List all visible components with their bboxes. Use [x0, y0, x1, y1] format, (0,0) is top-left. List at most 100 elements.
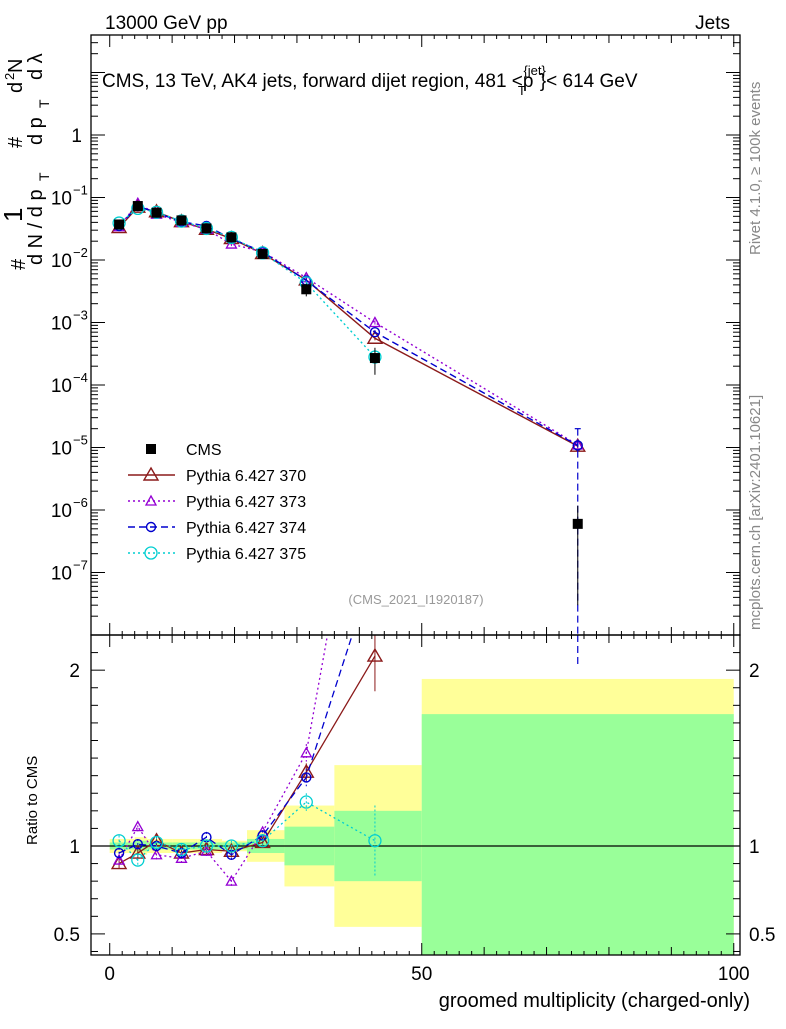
legend-marker	[142, 466, 160, 481]
y-tick-exponent: −1	[73, 183, 88, 198]
uncertainty-bands	[109, 678, 734, 955]
y-tick-label: 10	[51, 376, 72, 397]
svg-text:T: T	[36, 172, 52, 181]
legend-label: Pythia 6.427 373	[186, 494, 306, 511]
ratio-point	[131, 820, 144, 832]
plot-title-sup: {jet}	[523, 63, 546, 78]
ratio-point	[255, 834, 270, 848]
series-point	[369, 326, 381, 338]
ratio-point	[132, 839, 144, 850]
y-tick-label: 10	[51, 501, 72, 522]
legend: CMS Pythia 6.427 370 Pythia 6.427 373 Pythi…	[128, 442, 306, 563]
ratio-point	[224, 839, 239, 853]
svg-text:d p: d p	[25, 117, 47, 145]
band-group	[109, 678, 734, 955]
ratio-line	[118, 801, 376, 861]
x-tick-label: 50	[411, 964, 432, 985]
plot-title-tail: }< 614 GeV	[540, 71, 638, 92]
series-line	[118, 206, 579, 447]
ratio-tick-label-right: 0.5	[749, 925, 775, 946]
series-point	[366, 329, 384, 344]
series-point	[149, 205, 164, 219]
y-tick-label: 10	[51, 314, 72, 335]
series-line	[118, 207, 376, 358]
x-axis-label: groomed multiplicity (charged-only)	[439, 990, 750, 1012]
series-point	[199, 221, 214, 236]
ratio-series-group	[110, 560, 579, 887]
svg-text:d N / d p: d N / d p	[25, 189, 47, 265]
data-point	[301, 284, 312, 295]
plot-title-sub: T	[518, 83, 526, 98]
data-point	[132, 201, 143, 212]
ratio-point	[300, 746, 313, 758]
svg-text:2: 2	[2, 73, 17, 80]
mcplots-label: mcplots.cern.ch [arXiv:2401.10621]	[747, 395, 764, 630]
ratio-point	[150, 848, 163, 860]
legend-marker-cms	[146, 444, 156, 454]
data-point	[572, 518, 583, 529]
svg-text:1: 1	[0, 208, 28, 222]
ratio-point	[299, 795, 313, 809]
header-category: Jets	[695, 13, 730, 34]
svg-text:d: d	[5, 82, 27, 93]
data-point	[226, 232, 237, 243]
ratio-tick-label-right: 1	[749, 837, 760, 858]
ratio-point	[129, 844, 147, 859]
analysis-label: (CMS_2021_I1920187)	[348, 592, 483, 607]
ratio-tick-label: 0.5	[54, 925, 80, 946]
legend-label: Pythia 6.427 370	[186, 468, 306, 485]
series-point	[224, 230, 239, 245]
series-line	[118, 202, 579, 446]
ratio-tick-label-right: 2	[749, 661, 760, 682]
main-series-group	[110, 196, 586, 635]
header-energy: 13000 GeV pp	[105, 13, 228, 34]
y-tick-exponent: −7	[73, 558, 88, 573]
axis-ticks	[91, 35, 740, 955]
series-point	[368, 316, 382, 328]
y-tick-label: 1	[71, 126, 82, 147]
ratio-point	[199, 839, 214, 853]
y-tick-label: 10	[51, 251, 72, 272]
data-point	[176, 215, 187, 226]
axes-frame	[90, 34, 741, 956]
x-tick-label: 0	[104, 964, 115, 985]
ratio-frame	[90, 634, 741, 956]
series-line	[118, 205, 579, 447]
data-point	[257, 248, 268, 259]
y-tick-label: 10	[51, 564, 72, 585]
ratio-point	[301, 772, 312, 783]
legend-label: Pythia 6.427 374	[186, 520, 306, 537]
data-point	[114, 219, 125, 230]
y-tick-label: 10	[51, 439, 72, 460]
y-tick-exponent: −5	[73, 433, 88, 448]
ratio-point	[131, 853, 145, 867]
y-tick-exponent: −3	[73, 308, 88, 323]
rivet-version-label: Rivet 4.1.0, ≥ 100k events	[747, 82, 764, 255]
ratio-point	[370, 560, 379, 569]
x-tick-label: 100	[718, 964, 750, 985]
ratio-tick-label: 1	[69, 837, 80, 858]
ratio-point	[174, 842, 189, 857]
ratio-point	[112, 853, 126, 865]
ratio-tick-label: 2	[69, 661, 80, 682]
svg-text:#: #	[8, 258, 30, 270]
plot-title-main: CMS, 13 TeV, AK4 jets, forward dijet reg…	[102, 71, 533, 92]
y-tick-label: 10	[51, 189, 72, 210]
data-point	[151, 207, 162, 218]
data-point	[201, 223, 212, 234]
ratio-point	[112, 834, 126, 848]
legend-marker	[145, 521, 157, 533]
svg-text:T: T	[36, 99, 52, 108]
svg-text:d λ: d λ	[25, 53, 47, 80]
ratio-point	[113, 847, 125, 859]
y-tick-exponent: −6	[73, 495, 88, 510]
y-axis-label: # 1 d N / d p T # d p T d 2 N d λ	[0, 53, 52, 270]
ratio-point	[175, 851, 188, 863]
data-point	[369, 353, 380, 364]
series-point	[174, 214, 189, 228]
band-inner	[421, 714, 734, 955]
y-tick-exponent: −4	[73, 370, 88, 385]
ratio-point	[366, 647, 384, 662]
